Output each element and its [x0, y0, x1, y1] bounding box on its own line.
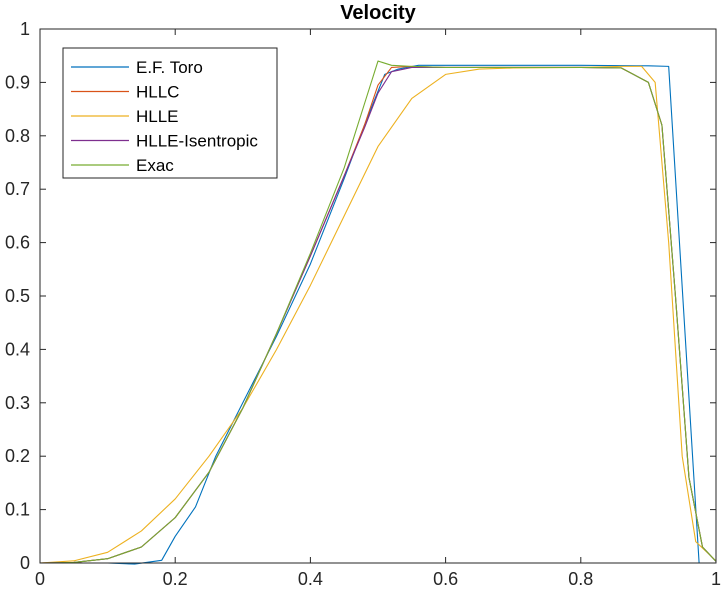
x-tick-label: 0.8 [568, 569, 593, 589]
y-tick-label: 0 [20, 553, 30, 573]
series-line-4 [39, 60, 717, 564]
y-tick-label: 0.2 [5, 446, 30, 466]
axes: 0 0.2 0.4 0.6 0.8 1 0 0.1 0.2 0.3 0.4 0.5 0.6 0.7 0.8 0… [5, 19, 721, 589]
legend-box [62, 47, 278, 179]
x-tick-label: 0.6 [433, 569, 458, 589]
y-tick-label: 0.4 [5, 339, 30, 359]
y-tick-label: 0.6 [5, 233, 30, 253]
y-tick-label: 0.5 [5, 286, 30, 306]
y-tick-label: 0.8 [5, 126, 30, 146]
y-tick-label: 0.3 [5, 393, 30, 413]
series-lines [39, 60, 717, 565]
legend-label: HLLE-Isentropic [136, 132, 258, 151]
legend-label: HLLE [136, 107, 179, 126]
legend-label: E.F. Toro [136, 58, 203, 77]
chart-title: Velocity [340, 2, 416, 24]
legend-label: HLLC [136, 83, 179, 102]
y-tick-label: 0.9 [5, 72, 30, 92]
series-line-2 [39, 65, 717, 564]
x-tick-label: 0 [35, 569, 45, 589]
legend-label: Exac [136, 156, 174, 175]
y-tick-label: 1 [20, 19, 30, 39]
x-tick-label: 0.2 [163, 569, 188, 589]
y-tick-label: 0.7 [5, 179, 30, 199]
x-tick-label: 0.4 [298, 569, 323, 589]
x-tick-label: 1 [711, 569, 721, 589]
legend: E.F. Toro HLLC HLLE HLLE-Isentropic Exac [62, 47, 278, 179]
y-tick-label: 0.1 [5, 500, 30, 520]
